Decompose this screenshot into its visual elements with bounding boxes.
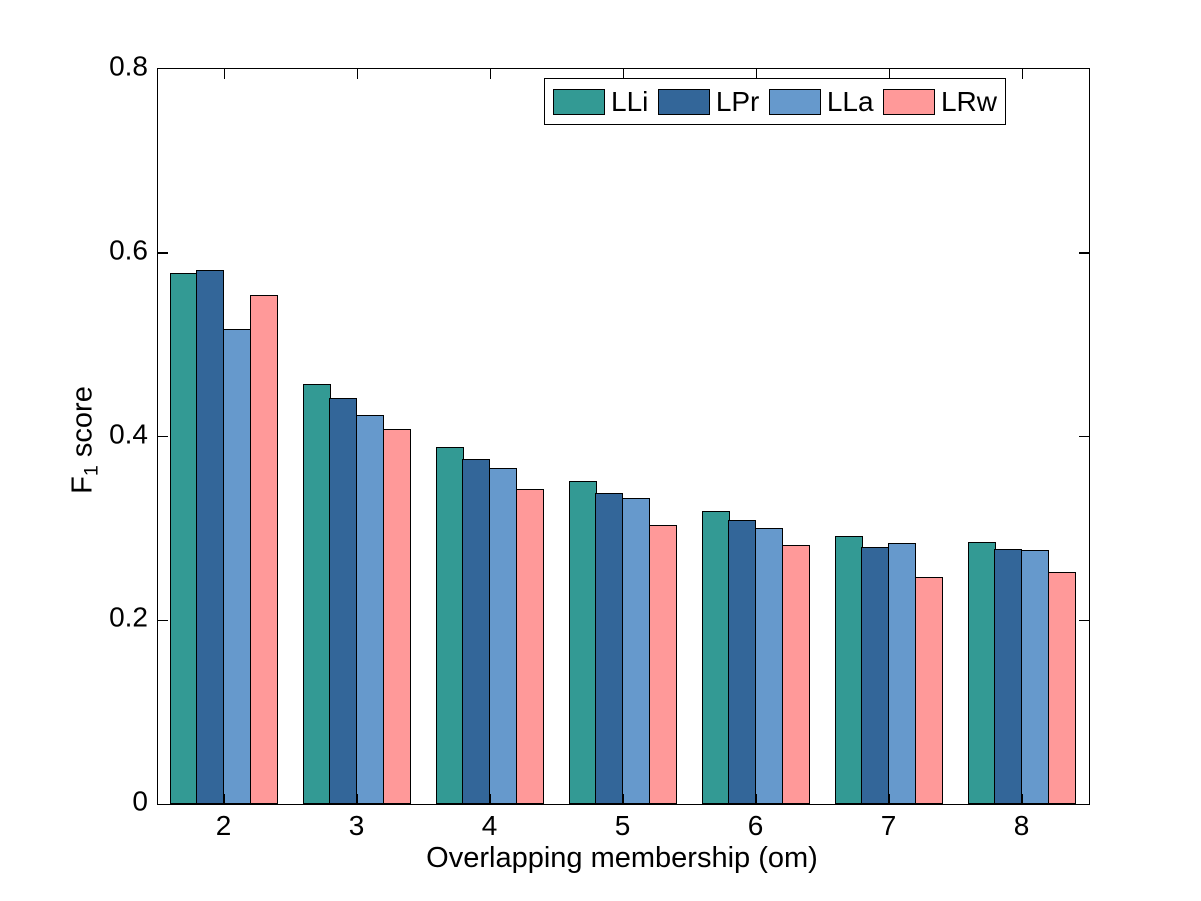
bar-LRw-om-7 xyxy=(914,577,943,804)
y-tick-label-0.2: 0.2 xyxy=(109,601,148,633)
bar-LPr-om-6 xyxy=(728,520,757,804)
bar-LPr-om-4 xyxy=(462,459,491,804)
bar-LLa-om-5 xyxy=(622,498,650,804)
bar-LLa-om-8 xyxy=(1021,550,1049,804)
bar-LRw-om-4 xyxy=(515,488,544,804)
x-tick-label-2: 2 xyxy=(215,810,232,841)
tick-mark xyxy=(1079,619,1089,621)
tick-mark xyxy=(158,619,168,621)
legend-swatch-LLi xyxy=(553,88,605,115)
legend-entry-LLa: LLa xyxy=(768,85,874,117)
x-axis-label: Overlapping membership (om) xyxy=(426,842,818,874)
tick-mark xyxy=(489,69,492,79)
legend-swatch-LLa xyxy=(768,88,821,115)
tick-mark xyxy=(888,794,891,804)
legend: LLi LPr LLa LRw xyxy=(544,78,1006,125)
bar-LLi-om-2 xyxy=(169,272,198,804)
bar-LLa-om-6 xyxy=(755,528,783,804)
bar-LLi-om-7 xyxy=(834,535,863,804)
tick-mark xyxy=(158,435,168,438)
tick-mark xyxy=(356,794,359,804)
tick-mark xyxy=(489,794,492,804)
legend-swatch-LRw xyxy=(882,88,935,115)
legend-entry-LPr: LPr xyxy=(657,85,760,117)
y-tick-label-0.8: 0.8 xyxy=(109,50,148,82)
bar-LLa-om-4 xyxy=(489,467,517,804)
legend-label: LPr xyxy=(715,85,760,117)
tick-mark xyxy=(1021,794,1024,804)
bar-LRw-om-3 xyxy=(382,429,411,804)
bar-LPr-om-5 xyxy=(595,492,624,804)
x-tick-label-4: 4 xyxy=(481,810,498,841)
x-tick-label-6: 6 xyxy=(747,810,764,841)
legend-entry-LRw: LRw xyxy=(882,85,997,117)
y-axis-label-subscript: 1 xyxy=(80,465,103,477)
x-tick-label-7: 7 xyxy=(880,810,897,841)
bar-LPr-om-7 xyxy=(861,546,890,804)
y-tick-label-0.4: 0.4 xyxy=(109,418,148,450)
bar-LPr-om-8 xyxy=(994,548,1023,804)
legend-label: LLi xyxy=(611,85,649,117)
tick-mark xyxy=(158,252,168,254)
bar-LPr-om-3 xyxy=(329,397,358,804)
tick-mark xyxy=(755,794,758,804)
bar-LRw-om-8 xyxy=(1047,572,1076,804)
plot-area xyxy=(157,68,1090,805)
tick-mark xyxy=(223,794,226,804)
bar-LPr-om-2 xyxy=(196,270,225,804)
bar-LRw-om-6 xyxy=(781,544,810,804)
bar-LLa-om-7 xyxy=(888,543,916,804)
x-tick-label-5: 5 xyxy=(614,810,631,841)
bar-LLi-om-3 xyxy=(302,384,331,804)
tick-mark xyxy=(755,69,758,79)
bar-LLa-om-3 xyxy=(356,415,384,804)
legend-swatch-LPr xyxy=(657,88,710,115)
bar-LRw-om-5 xyxy=(648,524,677,804)
bar-LLi-om-5 xyxy=(568,480,597,804)
tick-mark xyxy=(223,69,226,79)
bar-LLi-om-4 xyxy=(435,446,464,804)
x-tick-label-8: 8 xyxy=(1013,810,1030,841)
y-tick-label-0.6: 0.6 xyxy=(109,234,148,266)
y-axis-label-prefix: F xyxy=(66,476,99,494)
tick-mark xyxy=(622,794,625,804)
legend-label: LLa xyxy=(826,85,874,117)
legend-entry-LLi: LLi xyxy=(553,85,649,117)
bar-LRw-om-2 xyxy=(249,295,278,804)
y-tick-label-0: 0 xyxy=(132,785,148,817)
tick-mark xyxy=(888,69,891,79)
bar-LLi-om-8 xyxy=(967,542,996,804)
tick-mark xyxy=(1021,69,1024,79)
tick-mark xyxy=(1079,252,1089,254)
bar-LLi-om-6 xyxy=(701,510,730,804)
bar-LLa-om-2 xyxy=(223,329,251,804)
tick-mark xyxy=(356,69,359,79)
x-tick-label-3: 3 xyxy=(348,810,365,841)
tick-mark xyxy=(622,69,625,79)
legend-label: LRw xyxy=(940,85,997,117)
tick-mark xyxy=(1079,435,1089,438)
